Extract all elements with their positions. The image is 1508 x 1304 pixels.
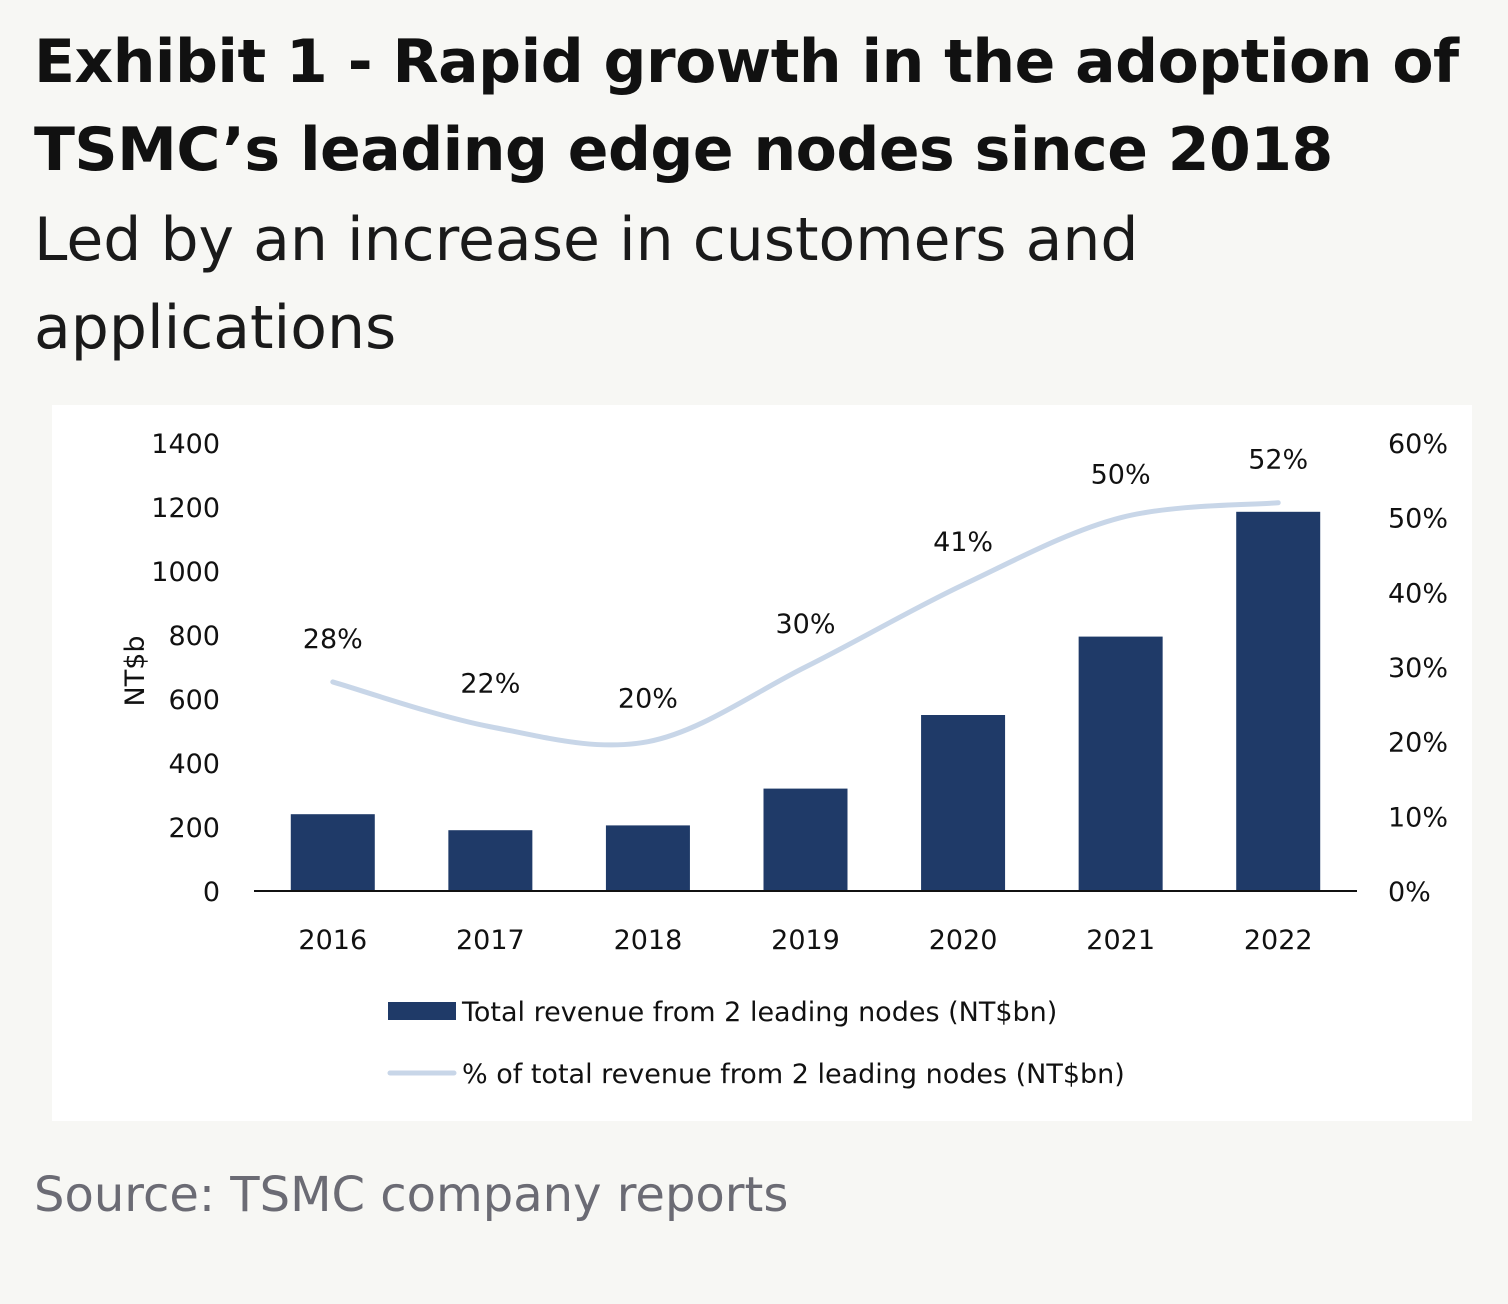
bar-2018 (605, 825, 690, 891)
percent-label-2018: 20% (618, 684, 678, 715)
x-tick-label: 2021 (1086, 925, 1155, 956)
y-tick-label: 800 (168, 621, 220, 652)
x-tick-label: 2022 (1244, 925, 1313, 956)
y-tick-label: 0 (203, 877, 220, 908)
bar-2017 (448, 830, 533, 891)
y-tick-label: 1000 (151, 557, 220, 588)
percent-label-2021: 50% (1091, 460, 1151, 491)
x-tick-label: 2020 (929, 925, 998, 956)
percent-label-2019: 30% (775, 609, 835, 640)
percent-label-2017: 22% (460, 669, 520, 700)
y-tick-label: 600 (168, 685, 220, 716)
y2-tick-label: 60% (1388, 429, 1448, 460)
y2-tick-label: 30% (1388, 653, 1448, 684)
percent-line (330, 500, 1281, 748)
y-tick-label: 400 (168, 749, 220, 780)
bar-2022 (1236, 511, 1321, 891)
y2-tick-label: 40% (1388, 578, 1448, 609)
y-tick-label: 200 (168, 813, 220, 844)
chart-subtitle: Led by an increase in customers and appl… (34, 205, 1139, 363)
chart-panel: 0 200 400 600 800 1000 1200 1400 0% 10% 20% 30% 40% 5… (52, 405, 1472, 1121)
x-tick-label: 2016 (298, 925, 367, 956)
percent-label-2016: 28% (303, 624, 363, 655)
y-tick-label: 1400 (151, 429, 220, 460)
x-tick-label: 2018 (614, 925, 683, 956)
y-tick-label: 1200 (151, 493, 220, 524)
y2-tick-label: 0% (1388, 877, 1431, 908)
x-tick-label: 2017 (456, 925, 525, 956)
bar-2021 (1078, 636, 1163, 891)
percent-label-2022: 52% (1248, 445, 1308, 476)
bar-2016 (290, 814, 375, 891)
percent-label-2020: 41% (933, 527, 993, 558)
legend-bar-swatch (388, 1002, 456, 1020)
legend-bar-label: Total revenue from 2 leading nodes (NT$b… (461, 997, 1057, 1028)
y-axis-title: NT$b (120, 635, 151, 706)
y2-tick-label: 50% (1388, 504, 1448, 535)
x-tick-label: 2019 (771, 925, 840, 956)
legend-line-label: % of total revenue from 2 leading nodes … (462, 1059, 1125, 1090)
bar-2020 (921, 715, 1006, 891)
y2-tick-label: 10% (1388, 802, 1448, 833)
combo-chart: 0 200 400 600 800 1000 1200 1400 0% 10% 20% 30% 40% 5… (120, 429, 1448, 1090)
chart-title: Exhibit 1 - Rapid growth in the adoption… (34, 27, 1459, 185)
y2-tick-label: 20% (1388, 728, 1448, 759)
bar-2019 (763, 788, 848, 891)
source-note: Source: TSMC company reports (34, 1167, 789, 1223)
